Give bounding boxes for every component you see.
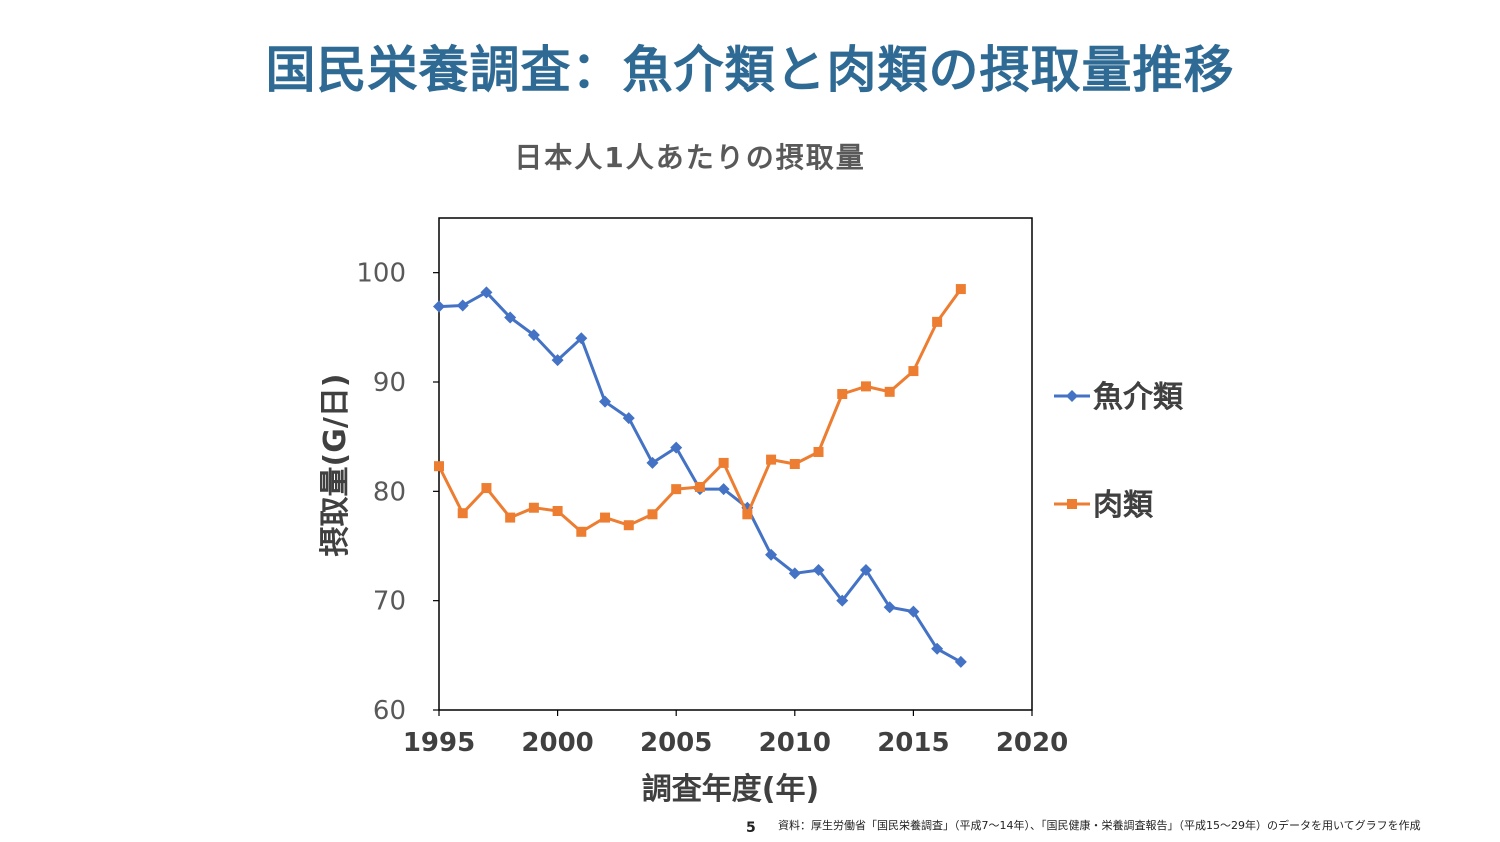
data-point bbox=[836, 594, 849, 607]
x-tick-label: 2000 bbox=[521, 728, 593, 758]
data-point bbox=[765, 548, 778, 561]
data-point bbox=[527, 328, 540, 341]
data-point bbox=[812, 564, 825, 577]
data-point bbox=[646, 456, 659, 469]
data-point bbox=[599, 395, 612, 408]
data-point bbox=[504, 311, 517, 324]
data-point bbox=[622, 412, 635, 425]
slide-title: 国民栄養調査：魚介類と肉類の摂取量推移 bbox=[265, 41, 1235, 99]
data-point bbox=[505, 512, 516, 523]
data-point bbox=[647, 509, 658, 520]
data-point bbox=[837, 389, 848, 400]
data-point bbox=[908, 366, 919, 377]
data-point bbox=[623, 520, 634, 531]
data-point bbox=[907, 605, 920, 618]
x-tick-label: 1995 bbox=[403, 728, 475, 758]
data-point bbox=[931, 642, 944, 655]
y-axis-label: 摂取量(G/日) bbox=[318, 373, 353, 556]
data-point bbox=[600, 512, 611, 523]
plot-area-frame bbox=[438, 217, 1033, 711]
data-point bbox=[718, 457, 729, 468]
data-point bbox=[694, 481, 705, 492]
x-tick-label: 2015 bbox=[877, 728, 949, 758]
legend-marker bbox=[1066, 390, 1078, 402]
data-point bbox=[788, 567, 801, 580]
data-point bbox=[955, 284, 966, 295]
data-point bbox=[551, 354, 564, 367]
data-point bbox=[480, 286, 493, 299]
data-point bbox=[528, 502, 539, 513]
data-point bbox=[671, 484, 682, 495]
data-point bbox=[717, 483, 730, 496]
y-tick-label: 90 bbox=[373, 368, 406, 398]
y-tick-label: 100 bbox=[356, 259, 406, 289]
x-tick-label: 2010 bbox=[759, 728, 831, 758]
data-point bbox=[457, 508, 468, 519]
page-number: 5 bbox=[746, 820, 756, 836]
data-point bbox=[859, 564, 872, 577]
data-point bbox=[766, 454, 777, 465]
data-point bbox=[434, 461, 444, 472]
data-point bbox=[575, 332, 588, 345]
data-point bbox=[670, 441, 683, 454]
data-point bbox=[884, 386, 895, 397]
y-tick-label: 60 bbox=[373, 696, 406, 726]
y-tick-label: 70 bbox=[373, 587, 406, 617]
legend-label: 肉類 bbox=[1093, 488, 1154, 523]
source-note: 資料：厚生労働省「国民栄養調査」（平成7〜14年）、「国民健康・栄養調査報告」（… bbox=[778, 819, 1421, 832]
data-point bbox=[576, 526, 587, 537]
series-line bbox=[437, 288, 963, 534]
series-line bbox=[438, 290, 962, 664]
data-point bbox=[552, 506, 563, 517]
data-point bbox=[742, 509, 753, 520]
x-tick-label: 2005 bbox=[640, 728, 712, 758]
data-point bbox=[932, 316, 943, 327]
data-point bbox=[433, 300, 445, 313]
x-axis-label: 調査年度(年) bbox=[642, 772, 819, 807]
data-point bbox=[456, 299, 469, 312]
data-point bbox=[860, 381, 871, 392]
data-point bbox=[954, 655, 967, 668]
data-point bbox=[481, 483, 492, 494]
legend-label: 魚介類 bbox=[1093, 380, 1184, 415]
legend-marker bbox=[1067, 499, 1077, 509]
y-tick-label: 80 bbox=[373, 477, 406, 507]
data-point bbox=[789, 459, 800, 469]
data-point bbox=[813, 446, 824, 457]
data-point bbox=[883, 601, 896, 614]
x-tick-label: 2020 bbox=[996, 728, 1068, 758]
chart-title: 日本人1人あたりの摂取量 bbox=[514, 141, 866, 174]
